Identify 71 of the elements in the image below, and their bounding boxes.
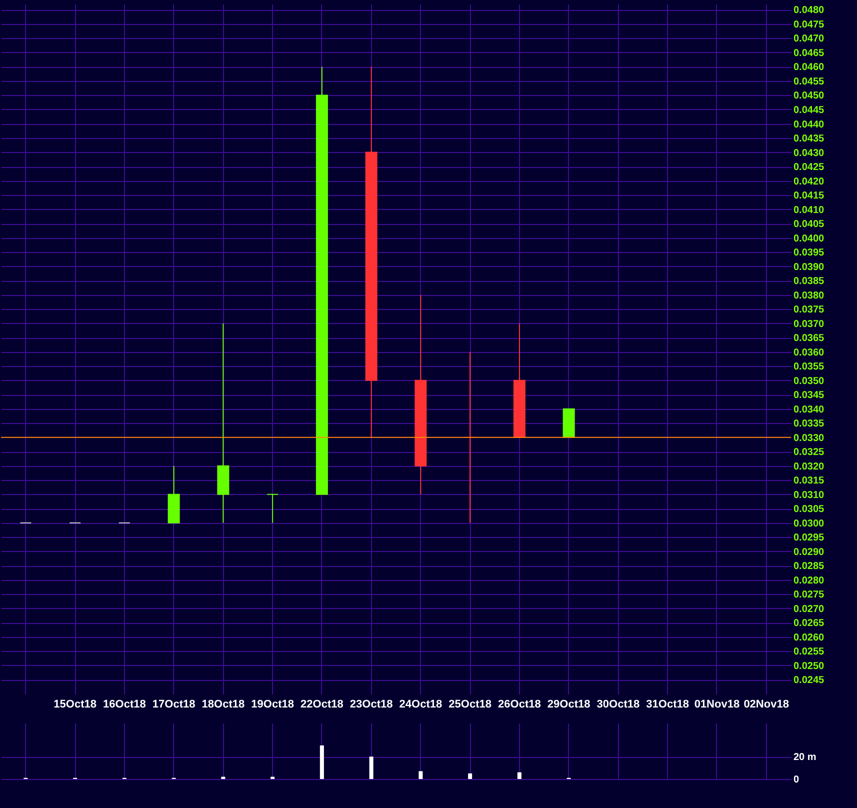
x-tick-label: 22Oct18 (300, 698, 344, 710)
y-tick-label: 0.0325 (794, 447, 825, 458)
y-tick-label: 0.0445 (794, 104, 825, 116)
y-tick-label: 20 m (794, 752, 816, 764)
x-tick-label: 15Oct18 (54, 698, 96, 710)
bar (369, 756, 374, 779)
y-tick-label: 0.0395 (794, 248, 825, 259)
x-tick-label: 26Oct18 (498, 698, 541, 710)
y-tick-label: 0.0255 (794, 646, 825, 658)
y-tick-label: 0.0285 (794, 561, 825, 572)
bar (468, 773, 472, 779)
x-tick-label: 01Nov18 (694, 698, 740, 710)
y-tick-label: 0.0360 (794, 347, 825, 358)
y-tick-label: 0.0365 (794, 333, 825, 344)
y-tick-label: 0.0480 (794, 5, 825, 16)
y-tick-label: 0.0435 (794, 134, 825, 145)
y-tick-label: 0.0330 (794, 432, 825, 444)
y-tick-label: 0.0245 (794, 675, 825, 686)
x-tick-label: 30Oct18 (596, 698, 640, 710)
y-tick-label: 0.0430 (794, 148, 825, 159)
x-tick-label: 19Oct18 (251, 698, 294, 710)
y-tick-label: 0.0400 (794, 233, 825, 244)
y-tick-label: 0.0345 (794, 390, 825, 402)
bar (517, 772, 522, 779)
y-tick-label: 0.0265 (794, 618, 825, 630)
y-tick-label: 0.0310 (794, 490, 825, 501)
y-tick-label: 0.0440 (794, 119, 825, 130)
y-tick-label: 0.0450 (794, 90, 825, 102)
y-tick-label: 0.0315 (794, 476, 825, 487)
y-tick-label: 0.0280 (794, 575, 825, 586)
y-tick-label: 0.0470 (794, 34, 825, 45)
x-tick-label: 02Nov18 (744, 698, 789, 710)
y-tick-label: 0 (794, 774, 800, 786)
y-tick-label: 0.0350 (794, 376, 825, 387)
y-tick-label: 0.0355 (794, 362, 825, 373)
x-tick-label: 25Oct18 (448, 698, 492, 710)
y-tick-label: 0.0370 (794, 318, 825, 330)
y-tick-label: 0.0465 (794, 48, 825, 59)
y-tick-label: 0.0290 (794, 546, 825, 558)
y-tick-label: 0.0415 (794, 190, 825, 202)
y-tick-label: 0.0455 (794, 76, 825, 88)
x-tick-label: 17Oct18 (152, 698, 196, 710)
y-tick-label: 0.0410 (794, 204, 825, 216)
y-tick-label: 0.0420 (794, 176, 825, 188)
bar (418, 771, 423, 779)
y-tick-label: 0.0270 (794, 604, 825, 615)
y-tick-label: 0.0260 (794, 632, 825, 644)
x-tick-label: 16Oct18 (103, 698, 146, 710)
y-tick-label: 0.0305 (794, 504, 825, 516)
y-tick-label: 0.0340 (794, 404, 825, 416)
x-tick-label: 18Oct18 (202, 698, 245, 710)
y-tick-label: 0.0405 (794, 219, 825, 230)
y-tick-label: 0.0335 (794, 418, 825, 430)
y-tick-label: 0.0375 (794, 304, 825, 316)
y-tick-label: 0.0385 (794, 276, 825, 288)
y-tick-label: 0.0320 (794, 461, 825, 472)
x-tick-label: 31Oct18 (646, 698, 689, 710)
x-tick-label: 24Oct18 (399, 698, 442, 710)
y-tick-label: 0.0390 (794, 262, 825, 273)
candlestick (266, 494, 279, 524)
y-tick-label: 0.0460 (794, 62, 825, 74)
bar (320, 745, 324, 779)
y-tick-label: 0.0295 (794, 532, 825, 544)
y-tick-label: 0.0380 (794, 290, 825, 302)
y-tick-label: 0.0300 (794, 518, 825, 530)
y-tick-label: 0.0275 (794, 590, 825, 601)
y-tick-label: 0.0475 (794, 19, 825, 30)
x-tick-label: 29Oct18 (547, 698, 590, 710)
y-tick-label: 0.0425 (794, 162, 825, 174)
x-tick-label: 23Oct18 (350, 698, 393, 710)
y-tick-label: 0.0250 (794, 660, 825, 672)
